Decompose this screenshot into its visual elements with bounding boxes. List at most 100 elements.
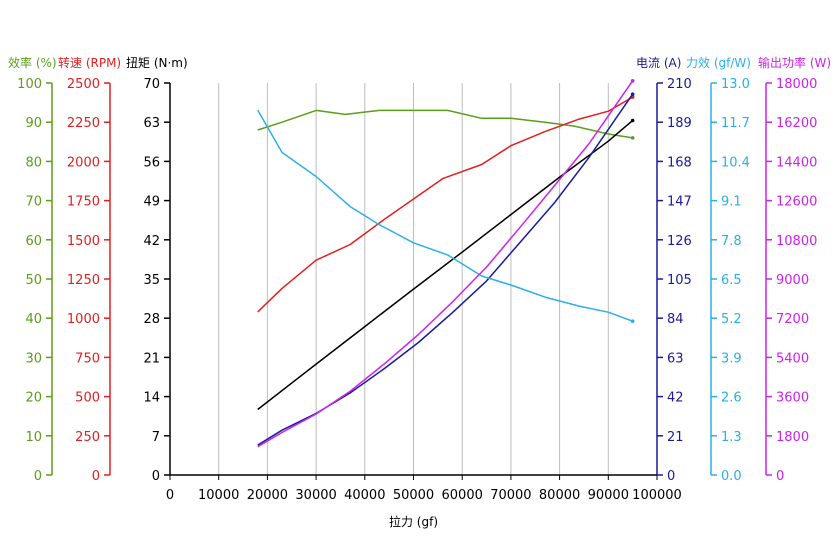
series-line-rpm <box>257 96 633 313</box>
y-tick-label: 189 <box>667 116 692 131</box>
y-tick-label: 100 <box>17 77 42 92</box>
series-line-power <box>257 80 634 448</box>
y-tick-label: 20 <box>25 391 42 406</box>
y-tick-label: 63 <box>143 116 160 131</box>
grid-lines <box>218 83 609 475</box>
series-end-point <box>630 118 635 123</box>
y-tick-label: 0 <box>152 469 160 484</box>
x-tick-label: 60000 <box>442 488 483 503</box>
y-tick-label: 16200 <box>776 116 817 131</box>
x-tick-label: 50000 <box>393 488 434 503</box>
y-tick-label: 0 <box>776 469 784 484</box>
x-tick-label: 80000 <box>539 488 580 503</box>
y-axis-title-forceeff: 力效 (gf/W) <box>686 55 751 70</box>
y-axis-power <box>765 82 772 476</box>
y-tick-label: 2250 <box>67 116 100 131</box>
y-tick-label: 42 <box>143 234 160 249</box>
y-tick-label: 50 <box>25 273 42 288</box>
series-end-point <box>630 319 635 324</box>
y-tick-label: 5.2 <box>721 312 742 327</box>
y-tick-label: 2500 <box>67 77 100 92</box>
y-tick-label: 11.7 <box>721 116 750 131</box>
y-tick-label: 13.0 <box>721 77 750 92</box>
y-tick-label: 210 <box>667 77 692 92</box>
y-tick-label: 56 <box>143 155 160 170</box>
y-tick-label: 9000 <box>776 273 809 288</box>
y-axis-curr <box>656 82 663 476</box>
y-axis-forceeff <box>710 82 717 476</box>
y-tick-label: 1750 <box>67 195 100 210</box>
y-tick-label: 80 <box>25 155 42 170</box>
y-tick-label: 1500 <box>67 234 100 249</box>
y-tick-label: 10.4 <box>721 155 750 170</box>
series-line-eff <box>257 109 633 139</box>
series-line-forceeff <box>257 109 633 322</box>
y-tick-label: 3600 <box>776 391 809 406</box>
series-end-point <box>630 136 635 140</box>
y-tick-label: 10800 <box>776 234 817 249</box>
x-tick-label: 70000 <box>490 488 531 503</box>
y-tick-label: 21 <box>143 351 160 366</box>
y-tick-label: 14400 <box>776 155 817 170</box>
y-tick-label: 9.1 <box>721 195 742 210</box>
x-tick-label: 100000 <box>632 488 682 503</box>
y-tick-label: 6.5 <box>721 273 742 288</box>
y-tick-label: 70 <box>143 77 160 92</box>
series-line-torque <box>257 119 634 411</box>
y-tick-label: 0 <box>34 469 42 484</box>
y-tick-label: 1.3 <box>721 430 742 445</box>
y-axis-title-eff: 效率 (%) <box>8 55 57 70</box>
y-axis-title-power: 输出功率 (W) <box>758 55 831 70</box>
y-tick-label: 0.0 <box>721 469 742 484</box>
y-axis-title-rpm: 转速 (RPM) <box>58 55 121 70</box>
y-axis-eff <box>46 82 53 476</box>
y-tick-label: 168 <box>667 155 692 170</box>
series-line-curr <box>257 93 634 446</box>
y-axis-title-torque: 扭矩 (N·m) <box>126 56 188 70</box>
y-tick-label: 147 <box>667 195 692 210</box>
y-tick-label: 1000 <box>67 312 100 327</box>
axes <box>46 82 772 480</box>
x-tick-label: 40000 <box>344 488 385 503</box>
y-tick-label: 14 <box>143 391 160 406</box>
y-tick-label: 7.8 <box>721 234 742 249</box>
y-tick-label: 40 <box>25 312 42 327</box>
x-tick-label: 0 <box>166 488 174 503</box>
y-tick-label: 18000 <box>776 77 817 92</box>
y-axis-title-curr: 电流 (A) <box>636 56 681 70</box>
x-tick-label: 20000 <box>247 488 288 503</box>
axis-labels: 0 10000 20000 30000 40000 50000 60000 70000 8000… <box>8 55 831 529</box>
y-tick-label: 1800 <box>776 430 809 445</box>
series-end-point <box>630 79 635 83</box>
y-tick-label: 1250 <box>67 273 100 288</box>
y-tick-label: 250 <box>75 430 100 445</box>
y-tick-label: 28 <box>143 312 160 327</box>
y-tick-label: 35 <box>143 273 160 288</box>
y-tick-label: 5400 <box>776 351 809 366</box>
y-tick-label: 0 <box>667 469 675 484</box>
y-tick-label: 42 <box>667 391 684 406</box>
x-tick-label: 90000 <box>588 488 629 503</box>
y-tick-label: 63 <box>667 351 684 366</box>
y-tick-label: 0 <box>92 469 100 484</box>
y-tick-label: 84 <box>667 312 684 327</box>
y-axis-rpm <box>104 82 111 476</box>
y-tick-label: 7 <box>152 430 160 445</box>
y-tick-label: 12600 <box>776 195 817 210</box>
y-tick-label: 500 <box>75 391 100 406</box>
y-axis-torque <box>164 82 171 476</box>
y-tick-label: 7200 <box>776 312 809 327</box>
x-tick-label: 10000 <box>198 488 239 503</box>
y-tick-label: 2000 <box>67 155 100 170</box>
y-tick-label: 10 <box>25 430 42 445</box>
y-tick-label: 60 <box>25 234 42 249</box>
x-axis-label: 拉力 (gf) <box>389 514 438 529</box>
y-tick-label: 126 <box>667 234 692 249</box>
y-tick-label: 70 <box>25 195 42 210</box>
series-lines <box>257 79 635 448</box>
y-tick-label: 750 <box>75 351 100 366</box>
y-tick-label: 105 <box>667 273 692 288</box>
y-tick-label: 49 <box>143 195 160 210</box>
y-tick-label: 21 <box>667 430 684 445</box>
